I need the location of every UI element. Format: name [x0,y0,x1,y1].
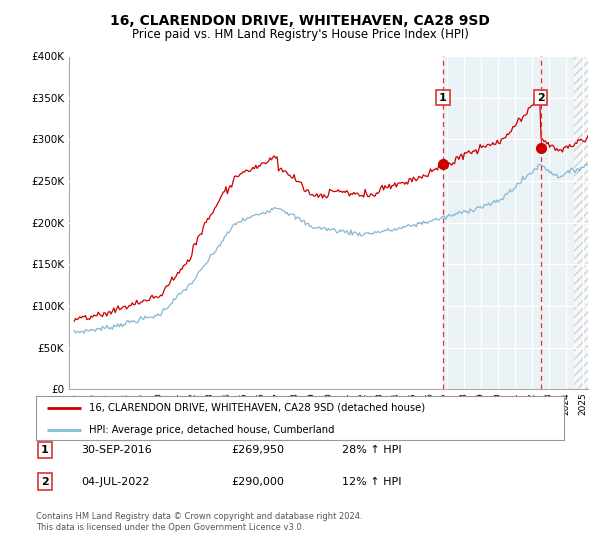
Text: 28% ↑ HPI: 28% ↑ HPI [342,445,401,455]
Text: 12% ↑ HPI: 12% ↑ HPI [342,477,401,487]
Text: 2: 2 [41,477,49,487]
Text: 16, CLARENDON DRIVE, WHITEHAVEN, CA28 9SD (detached house): 16, CLARENDON DRIVE, WHITEHAVEN, CA28 9S… [89,403,425,413]
Text: 04-JUL-2022: 04-JUL-2022 [81,477,149,487]
Text: Contains HM Land Registry data © Crown copyright and database right 2024.
This d: Contains HM Land Registry data © Crown c… [36,512,362,532]
Text: 30-SEP-2016: 30-SEP-2016 [81,445,152,455]
Text: £290,000: £290,000 [231,477,284,487]
Text: 1: 1 [439,92,447,102]
Bar [574,56,588,389]
Text: 1: 1 [41,445,49,455]
Text: Price paid vs. HM Land Registry's House Price Index (HPI): Price paid vs. HM Land Registry's House … [131,28,469,41]
Bar [443,56,588,389]
Text: HPI: Average price, detached house, Cumberland: HPI: Average price, detached house, Cumb… [89,425,334,435]
Text: 2: 2 [536,92,544,102]
Text: 16, CLARENDON DRIVE, WHITEHAVEN, CA28 9SD: 16, CLARENDON DRIVE, WHITEHAVEN, CA28 9S… [110,14,490,28]
Text: £269,950: £269,950 [231,445,284,455]
